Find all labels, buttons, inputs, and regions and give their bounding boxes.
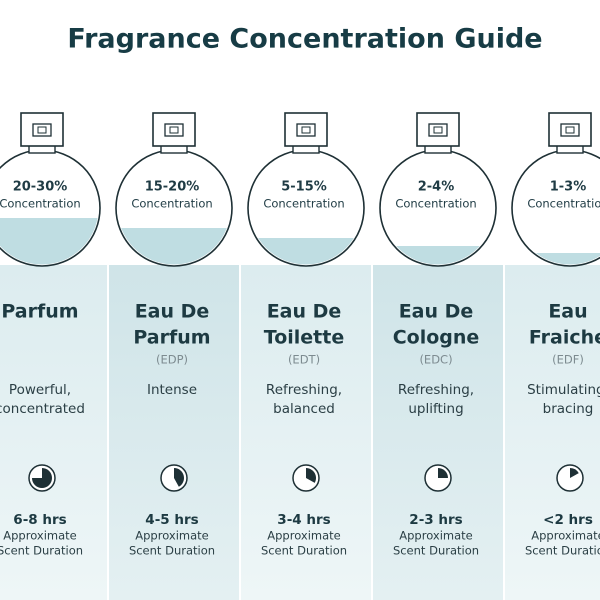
description: Refreshing, xyxy=(398,382,474,398)
column-panel xyxy=(0,265,107,600)
duration-caption: Scent Duration xyxy=(393,544,479,558)
bottle: 2-4% Concentration xyxy=(379,112,497,267)
description: balanced xyxy=(273,401,335,417)
column-panel xyxy=(505,265,600,600)
abbreviation: (EDT) xyxy=(288,353,320,367)
concentration-value: 1-3% xyxy=(550,180,587,195)
cap-detail-inner xyxy=(301,126,311,134)
duration-caption: Scent Duration xyxy=(525,544,600,558)
concentration-value: 15-20% xyxy=(145,180,200,195)
column-panel xyxy=(241,265,371,600)
duration-caption: Scent Duration xyxy=(129,544,215,558)
description: Stimulating, xyxy=(527,382,600,398)
liquid xyxy=(249,238,363,265)
cap-detail-inner xyxy=(565,126,575,134)
clock-sweep xyxy=(306,468,316,483)
duration-caption: Approximate xyxy=(399,529,472,543)
duration-caption: Approximate xyxy=(3,529,76,543)
fragrance-name: Eau xyxy=(548,301,587,323)
concentration-label: Concentration xyxy=(131,197,212,211)
duration: 6-8 hrs xyxy=(13,512,66,528)
duration-caption: Approximate xyxy=(531,529,600,543)
liquid xyxy=(117,228,231,265)
fragrance-name: Toilette xyxy=(264,327,344,349)
cap-detail-inner xyxy=(169,126,179,134)
description: concentrated xyxy=(0,401,85,417)
abbreviation: (EDP) xyxy=(156,353,188,367)
duration-caption: Scent Duration xyxy=(0,544,83,558)
bottle: 20-30% Concentration xyxy=(0,112,101,267)
column-panel xyxy=(373,265,503,600)
bottle: 15-20% Concentration xyxy=(115,112,233,267)
fragrance-name: Fraiche xyxy=(529,327,600,349)
column-panel xyxy=(109,265,239,600)
fragrance-name: Eau De xyxy=(399,301,474,323)
description: Refreshing, xyxy=(266,382,342,398)
fragrance-name: Parfum xyxy=(1,301,78,323)
fragrance-name: Parfum xyxy=(133,327,210,349)
description: Intense xyxy=(147,382,197,398)
duration-caption: Scent Duration xyxy=(261,544,347,558)
fragrance-name: Eau De xyxy=(135,301,210,323)
liquid xyxy=(513,253,600,265)
concentration-value: 20-30% xyxy=(13,180,68,195)
duration: 3-4 hrs xyxy=(277,512,330,528)
title: Fragrance Concentration Guide xyxy=(67,24,542,55)
clock-sweep xyxy=(32,468,52,488)
clock-sweep xyxy=(438,468,448,478)
concentration-label: Concentration xyxy=(263,197,344,211)
description: uplifting xyxy=(408,401,463,417)
description: Powerful, xyxy=(9,382,71,398)
abbreviation: (EDC) xyxy=(419,353,452,367)
concentration-value: 5-15% xyxy=(281,180,327,195)
cap-detail-inner xyxy=(37,126,47,134)
clock-sweep xyxy=(570,468,579,478)
concentration-label: Concentration xyxy=(0,197,81,211)
description: bracing xyxy=(543,401,594,417)
concentration-value: 2-4% xyxy=(418,180,455,195)
fragrance-name: Eau De xyxy=(267,301,342,323)
duration: <2 hrs xyxy=(543,512,593,528)
duration: 2-3 hrs xyxy=(409,512,462,528)
duration-caption: Approximate xyxy=(135,529,208,543)
bottle: 5-15% Concentration xyxy=(247,112,365,267)
fragrance-name: Cologne xyxy=(393,327,480,349)
cap-detail-inner xyxy=(433,126,443,134)
concentration-label: Concentration xyxy=(395,197,476,211)
bottle: 1-3% Concentration xyxy=(511,112,600,267)
abbreviation: (EDF) xyxy=(552,353,584,367)
clock-sweep xyxy=(174,468,185,487)
concentration-label: Concentration xyxy=(527,197,600,211)
duration-caption: Approximate xyxy=(267,529,340,543)
duration: 4-5 hrs xyxy=(145,512,198,528)
